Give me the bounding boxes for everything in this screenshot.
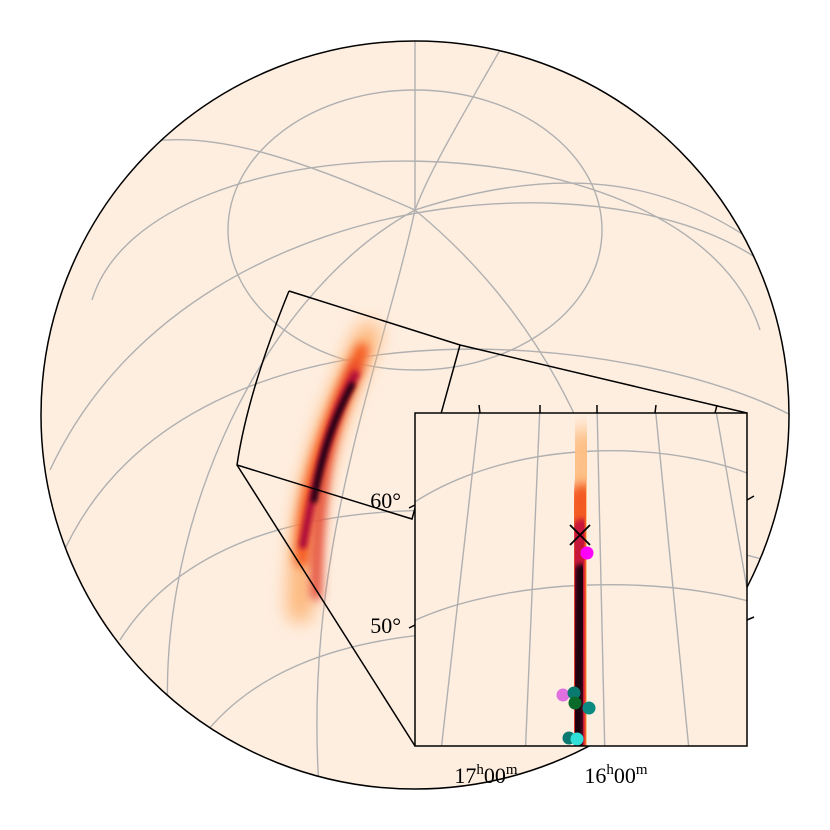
ra-minutes: 00	[484, 763, 506, 788]
ra-label: 16h00m	[584, 762, 648, 788]
point-marker	[568, 696, 582, 710]
ra-hours: 16	[584, 763, 606, 788]
grid-line	[59, 348, 789, 561]
inset-border	[414, 412, 748, 747]
globe-border	[40, 40, 790, 790]
ra-hour-unit: h	[606, 762, 614, 778]
grid-line	[91, 160, 761, 331]
zoom-outline	[236, 290, 748, 747]
grid-line	[440, 413, 480, 746]
point-marker	[570, 732, 584, 746]
ra-hours: 17	[454, 763, 476, 788]
probability-region	[556, 428, 606, 746]
dec-label: 60°	[370, 488, 401, 513]
grid-line	[49, 202, 789, 471]
ra-minutes: 00	[614, 763, 636, 788]
grid-line	[715, 413, 747, 593]
dec-label: 50°	[370, 613, 401, 638]
grid-line	[316, 41, 416, 789]
ra-label: 17h00m	[454, 762, 518, 788]
point-marker	[582, 701, 596, 715]
point-marker	[567, 686, 581, 700]
inset-ticks	[408, 404, 755, 629]
cross-marker	[569, 524, 591, 546]
ra-hour-unit: h	[476, 762, 484, 778]
point-marker	[556, 688, 570, 702]
ra-minute-unit: m	[636, 762, 648, 778]
grid-line	[655, 413, 690, 746]
probability-region	[287, 322, 381, 623]
ra-minute-unit: m	[506, 762, 518, 778]
point-marker	[580, 546, 594, 560]
grid-line	[166, 209, 416, 741]
inset-content	[415, 413, 747, 746]
grid-line	[524, 413, 541, 746]
